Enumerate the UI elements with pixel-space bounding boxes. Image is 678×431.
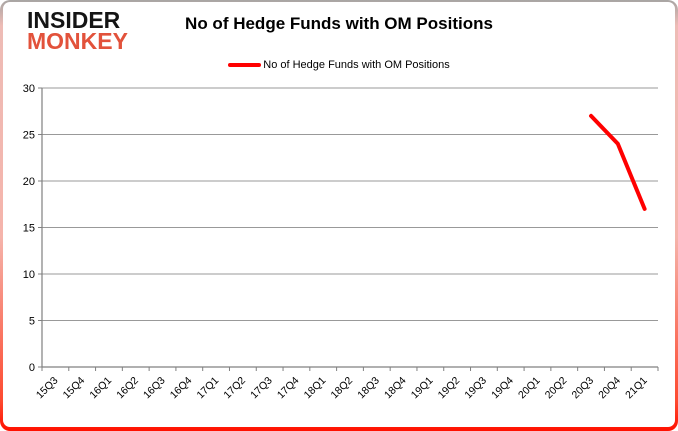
y-axis-tick-label: 20 <box>23 176 35 188</box>
legend-line-marker <box>228 63 262 67</box>
y-axis-tick-label: 30 <box>23 83 35 95</box>
series-line-hedge-funds <box>589 113 647 211</box>
x-axis-tick-label: 20Q2 <box>543 375 570 402</box>
x-axis-tick-label: 20Q3 <box>570 375 597 402</box>
insider-monkey-logo: INSIDER MONKEY <box>27 6 128 55</box>
x-axis-tick-label: 19Q4 <box>489 375 516 402</box>
x-axis-tick-label: 15Q3 <box>34 375 61 402</box>
chart-plot-area: 0 5 10 15 20 25 30 15Q3 15Q4 16Q1 16Q2 16Q3 16Q4 17Q1… <box>23 83 659 402</box>
x-axis-tick-label: 19Q2 <box>436 375 463 402</box>
x-axis-tick-label: 17Q2 <box>221 375 248 402</box>
logo-line-insider: INSIDER <box>27 6 121 34</box>
legend-label: No of Hedge Funds with OM Positions <box>263 59 450 71</box>
y-axis-tick-label: 10 <box>23 269 35 281</box>
x-axis-tick-label: 18Q4 <box>382 375 409 402</box>
x-axis-tick-label: 16Q4 <box>168 375 195 402</box>
y-axis-tick-label: 25 <box>23 130 35 142</box>
x-axis-tick-label: 16Q1 <box>87 375 114 402</box>
x-axis-tick-label: 15Q4 <box>61 375 88 402</box>
x-axis-tick-label: 16Q2 <box>114 375 141 402</box>
x-axis-tick-label: 19Q3 <box>462 375 489 402</box>
x-axis-tick-label: 18Q2 <box>328 375 355 402</box>
y-axis-tick-label: 15 <box>23 223 35 235</box>
x-axis-tick-label: 20Q1 <box>516 375 543 402</box>
x-axis-tick-label: 17Q1 <box>195 375 222 402</box>
x-axis-tick-label: 19Q1 <box>409 375 436 402</box>
y-axis-tick-label: 0 <box>29 362 35 374</box>
y-axis-tick-label: 5 <box>29 316 35 328</box>
x-axis-tick-label: 16Q3 <box>141 375 168 402</box>
chart-canvas: INSIDER MONKEY No of Hedge Funds with OM… <box>3 2 675 427</box>
x-axis-tick-label: 20Q4 <box>596 375 623 402</box>
logo-line-monkey: MONKEY <box>27 28 128 55</box>
chart-legend: No of Hedge Funds with OM Positions <box>3 59 675 71</box>
x-axis-tick-label: 18Q3 <box>355 375 382 402</box>
chart-title: No of Hedge Funds with OM Positions <box>185 14 493 33</box>
x-axis-tick-label: 21Q1 <box>623 375 650 402</box>
x-axis-tick-label: 17Q4 <box>275 375 302 402</box>
x-axis-tick-label: 18Q1 <box>302 375 329 402</box>
x-axis-tick-label: 17Q3 <box>248 375 275 402</box>
